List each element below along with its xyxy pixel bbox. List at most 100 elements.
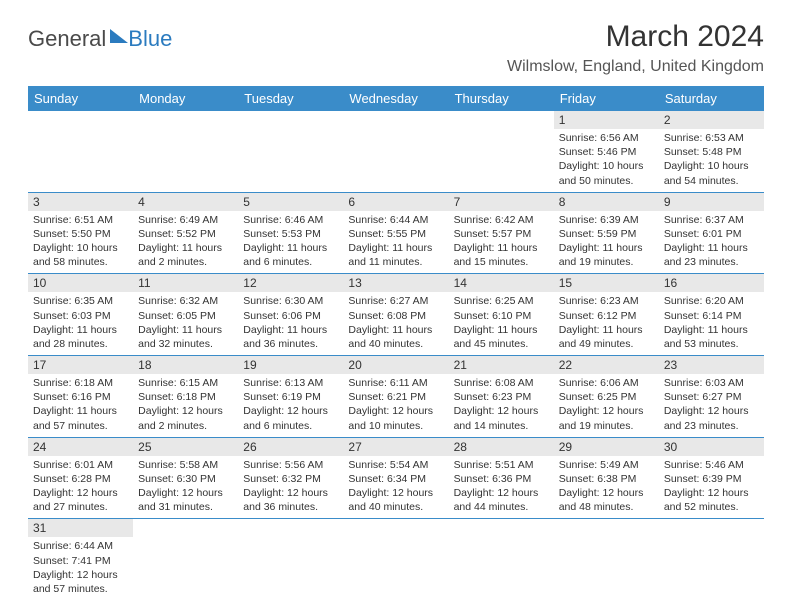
- logo-text-blue: Blue: [128, 26, 172, 52]
- day-number: 28: [449, 438, 554, 456]
- calendar-cell: 17Sunrise: 6:18 AMSunset: 6:16 PMDayligh…: [28, 356, 133, 438]
- day-number: 22: [554, 356, 659, 374]
- day-info: Sunrise: 6:08 AMSunset: 6:23 PMDaylight:…: [449, 374, 554, 437]
- day-number: 9: [659, 193, 764, 211]
- day-info: Sunrise: 6:11 AMSunset: 6:21 PMDaylight:…: [343, 374, 448, 437]
- day-number: 4: [133, 193, 238, 211]
- weekday-header-row: SundayMondayTuesdayWednesdayThursdayFrid…: [28, 86, 764, 111]
- day-info: Sunrise: 6:44 AMSunset: 7:41 PMDaylight:…: [28, 537, 133, 600]
- calendar-week-row: 10Sunrise: 6:35 AMSunset: 6:03 PMDayligh…: [28, 274, 764, 356]
- day-info: Sunrise: 6:56 AMSunset: 5:46 PMDaylight:…: [554, 129, 659, 192]
- calendar-cell: 29Sunrise: 5:49 AMSunset: 6:38 PMDayligh…: [554, 437, 659, 519]
- calendar-cell: 8Sunrise: 6:39 AMSunset: 5:59 PMDaylight…: [554, 192, 659, 274]
- day-number: 10: [28, 274, 133, 292]
- calendar-cell: 6Sunrise: 6:44 AMSunset: 5:55 PMDaylight…: [343, 192, 448, 274]
- month-title: March 2024: [507, 20, 764, 54]
- day-info: Sunrise: 6:37 AMSunset: 6:01 PMDaylight:…: [659, 211, 764, 274]
- day-number: 1: [554, 111, 659, 129]
- day-info: Sunrise: 6:53 AMSunset: 5:48 PMDaylight:…: [659, 129, 764, 192]
- logo: General Blue: [28, 20, 172, 52]
- calendar-cell: 27Sunrise: 5:54 AMSunset: 6:34 PMDayligh…: [343, 437, 448, 519]
- day-number: 7: [449, 193, 554, 211]
- day-info: Sunrise: 5:58 AMSunset: 6:30 PMDaylight:…: [133, 456, 238, 519]
- day-number: 12: [238, 274, 343, 292]
- day-number: 6: [343, 193, 448, 211]
- calendar-cell: 5Sunrise: 6:46 AMSunset: 5:53 PMDaylight…: [238, 192, 343, 274]
- day-info: Sunrise: 6:13 AMSunset: 6:19 PMDaylight:…: [238, 374, 343, 437]
- calendar-week-row: 31Sunrise: 6:44 AMSunset: 7:41 PMDayligh…: [28, 519, 764, 600]
- calendar-cell: [28, 111, 133, 192]
- day-number: 15: [554, 274, 659, 292]
- calendar-cell: 19Sunrise: 6:13 AMSunset: 6:19 PMDayligh…: [238, 356, 343, 438]
- day-number: 3: [28, 193, 133, 211]
- day-info: Sunrise: 6:51 AMSunset: 5:50 PMDaylight:…: [28, 211, 133, 274]
- day-number: 26: [238, 438, 343, 456]
- day-info: Sunrise: 6:44 AMSunset: 5:55 PMDaylight:…: [343, 211, 448, 274]
- calendar-table: SundayMondayTuesdayWednesdayThursdayFrid…: [28, 86, 764, 600]
- calendar-cell: 7Sunrise: 6:42 AMSunset: 5:57 PMDaylight…: [449, 192, 554, 274]
- calendar-week-row: 24Sunrise: 6:01 AMSunset: 6:28 PMDayligh…: [28, 437, 764, 519]
- day-number: 11: [133, 274, 238, 292]
- calendar-cell: 28Sunrise: 5:51 AMSunset: 6:36 PMDayligh…: [449, 437, 554, 519]
- weekday-header: Saturday: [659, 86, 764, 111]
- calendar-cell: [449, 519, 554, 600]
- day-info: Sunrise: 6:18 AMSunset: 6:16 PMDaylight:…: [28, 374, 133, 437]
- calendar-cell: 26Sunrise: 5:56 AMSunset: 6:32 PMDayligh…: [238, 437, 343, 519]
- day-number: 24: [28, 438, 133, 456]
- calendar-cell: [238, 111, 343, 192]
- day-info: Sunrise: 5:46 AMSunset: 6:39 PMDaylight:…: [659, 456, 764, 519]
- calendar-cell: 12Sunrise: 6:30 AMSunset: 6:06 PMDayligh…: [238, 274, 343, 356]
- title-block: March 2024 Wilmslow, England, United Kin…: [507, 20, 764, 76]
- calendar-cell: 18Sunrise: 6:15 AMSunset: 6:18 PMDayligh…: [133, 356, 238, 438]
- day-info: Sunrise: 6:46 AMSunset: 5:53 PMDaylight:…: [238, 211, 343, 274]
- day-info: Sunrise: 6:06 AMSunset: 6:25 PMDaylight:…: [554, 374, 659, 437]
- calendar-cell: 13Sunrise: 6:27 AMSunset: 6:08 PMDayligh…: [343, 274, 448, 356]
- calendar-body: 1Sunrise: 6:56 AMSunset: 5:46 PMDaylight…: [28, 111, 764, 600]
- day-number: 16: [659, 274, 764, 292]
- day-info: Sunrise: 6:15 AMSunset: 6:18 PMDaylight:…: [133, 374, 238, 437]
- day-info: Sunrise: 6:35 AMSunset: 6:03 PMDaylight:…: [28, 292, 133, 355]
- day-info: Sunrise: 6:32 AMSunset: 6:05 PMDaylight:…: [133, 292, 238, 355]
- calendar-cell: 2Sunrise: 6:53 AMSunset: 5:48 PMDaylight…: [659, 111, 764, 192]
- calendar-cell: 31Sunrise: 6:44 AMSunset: 7:41 PMDayligh…: [28, 519, 133, 600]
- calendar-week-row: 1Sunrise: 6:56 AMSunset: 5:46 PMDaylight…: [28, 111, 764, 192]
- day-number: 23: [659, 356, 764, 374]
- day-number: 31: [28, 519, 133, 537]
- day-info: Sunrise: 6:03 AMSunset: 6:27 PMDaylight:…: [659, 374, 764, 437]
- calendar-week-row: 17Sunrise: 6:18 AMSunset: 6:16 PMDayligh…: [28, 356, 764, 438]
- day-number: 8: [554, 193, 659, 211]
- calendar-cell: 10Sunrise: 6:35 AMSunset: 6:03 PMDayligh…: [28, 274, 133, 356]
- weekday-header: Tuesday: [238, 86, 343, 111]
- day-info: Sunrise: 5:51 AMSunset: 6:36 PMDaylight:…: [449, 456, 554, 519]
- day-number: 19: [238, 356, 343, 374]
- calendar-cell: 22Sunrise: 6:06 AMSunset: 6:25 PMDayligh…: [554, 356, 659, 438]
- header: General Blue March 2024 Wilmslow, Englan…: [28, 20, 764, 76]
- day-number: 14: [449, 274, 554, 292]
- day-info: Sunrise: 6:39 AMSunset: 5:59 PMDaylight:…: [554, 211, 659, 274]
- day-number: 20: [343, 356, 448, 374]
- day-info: Sunrise: 6:20 AMSunset: 6:14 PMDaylight:…: [659, 292, 764, 355]
- day-info: Sunrise: 6:25 AMSunset: 6:10 PMDaylight:…: [449, 292, 554, 355]
- calendar-cell: [238, 519, 343, 600]
- day-number: 18: [133, 356, 238, 374]
- calendar-cell: 11Sunrise: 6:32 AMSunset: 6:05 PMDayligh…: [133, 274, 238, 356]
- calendar-cell: 9Sunrise: 6:37 AMSunset: 6:01 PMDaylight…: [659, 192, 764, 274]
- day-info: Sunrise: 5:56 AMSunset: 6:32 PMDaylight:…: [238, 456, 343, 519]
- day-info: Sunrise: 6:49 AMSunset: 5:52 PMDaylight:…: [133, 211, 238, 274]
- calendar-cell: 16Sunrise: 6:20 AMSunset: 6:14 PMDayligh…: [659, 274, 764, 356]
- calendar-cell: 30Sunrise: 5:46 AMSunset: 6:39 PMDayligh…: [659, 437, 764, 519]
- weekday-header: Wednesday: [343, 86, 448, 111]
- day-number: 21: [449, 356, 554, 374]
- logo-text-general: General: [28, 26, 106, 52]
- calendar-cell: 20Sunrise: 6:11 AMSunset: 6:21 PMDayligh…: [343, 356, 448, 438]
- weekday-header: Monday: [133, 86, 238, 111]
- calendar-cell: 23Sunrise: 6:03 AMSunset: 6:27 PMDayligh…: [659, 356, 764, 438]
- calendar-cell: [449, 111, 554, 192]
- calendar-cell: 24Sunrise: 6:01 AMSunset: 6:28 PMDayligh…: [28, 437, 133, 519]
- weekday-header: Thursday: [449, 86, 554, 111]
- calendar-cell: [343, 519, 448, 600]
- day-info: Sunrise: 6:42 AMSunset: 5:57 PMDaylight:…: [449, 211, 554, 274]
- calendar-cell: 25Sunrise: 5:58 AMSunset: 6:30 PMDayligh…: [133, 437, 238, 519]
- calendar-cell: [133, 519, 238, 600]
- calendar-cell: [133, 111, 238, 192]
